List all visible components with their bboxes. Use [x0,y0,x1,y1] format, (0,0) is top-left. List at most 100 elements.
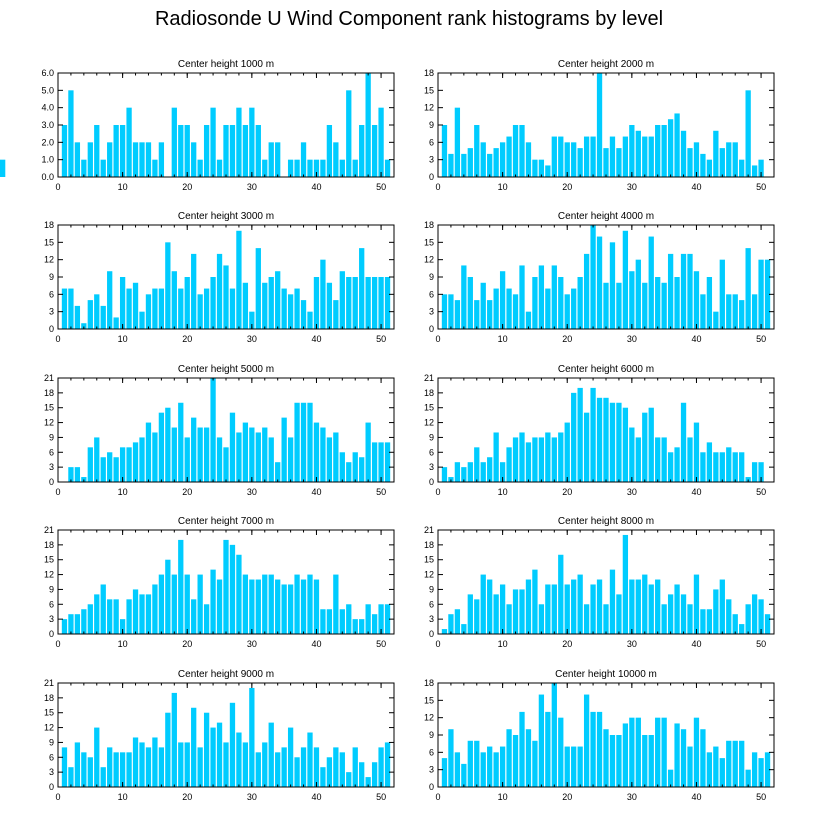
histogram-bar [300,300,307,329]
histogram-bar [519,711,525,787]
histogram-bar [132,442,139,482]
histogram-bar [448,729,454,787]
x-tick-label: 30 [247,334,257,344]
x-tick-label: 10 [498,334,508,344]
histogram-bar [107,271,113,329]
histogram-bar [577,574,583,634]
histogram-bar [538,437,545,482]
histogram-bar [551,265,557,329]
histogram-bar [287,437,294,482]
histogram-bar [590,711,596,787]
histogram-bar [158,142,165,177]
histogram-bar [538,694,545,787]
histogram-bar [622,136,629,177]
histogram-bar [745,248,751,329]
histogram-bar [532,277,538,329]
y-tick-label: 3 [429,155,434,165]
histogram-bar [371,762,378,787]
histogram-bar [384,442,391,482]
histogram-bar [191,142,197,177]
histogram-bar [287,294,294,329]
histogram-bar [751,294,758,329]
y-tick-label: 9 [49,584,54,594]
histogram-bar [461,153,467,177]
histogram-bar [326,757,333,787]
main-title: Radiosonde U Wind Component rank histogr… [154,8,664,30]
histogram-bar [487,457,493,482]
x-tick-label: 40 [311,792,321,802]
histogram-bar [674,113,680,177]
histogram-bar [700,609,706,634]
histogram-bar [171,574,177,634]
histogram-bar [499,462,506,482]
histogram-bar [326,282,333,329]
histogram-bar [216,722,223,787]
y-tick-label: 9 [49,272,54,282]
histogram-bar [577,148,583,177]
histogram-bar [61,288,68,329]
histogram-bar [203,604,210,634]
histogram-bar [467,740,473,787]
histogram-bar [454,462,461,482]
histogram-bar [255,579,261,634]
histogram-bar [467,148,473,177]
y-tick-label: 12 [424,418,434,428]
histogram-bar [210,107,216,177]
histogram-bar [132,589,139,634]
histogram-bar [113,457,119,482]
histogram-bar [139,594,145,634]
histogram-bar [152,737,158,787]
histogram-bar [642,136,648,177]
histogram-bar [294,574,300,634]
histogram-bar [255,432,261,482]
histogram-bar [558,554,564,634]
x-tick-label: 30 [247,182,257,192]
histogram-bar [81,752,87,787]
y-tick-label: 21 [44,525,54,535]
histogram-bar [184,437,190,482]
histogram-bar [262,159,268,177]
y-tick-label: 18 [44,693,54,703]
histogram-bar [558,717,564,787]
histogram-bar [474,599,480,634]
y-tick-label: 3 [49,462,54,472]
histogram-bar [281,288,287,329]
histogram-bar [300,402,307,482]
histogram-bar [764,614,771,634]
y-tick-label: 3 [429,307,434,317]
histogram-bar [113,752,119,787]
histogram-bar [726,740,732,787]
histogram-bar [249,687,255,787]
histogram-bar [487,746,493,787]
histogram-bar [706,609,713,634]
y-tick-label: 6 [429,447,434,457]
histogram-bar [229,125,236,177]
histogram-bar [255,125,261,177]
histogram-bar [635,130,641,177]
panel-title: Center height 2000 m [558,59,654,70]
y-tick-label: 0 [49,782,54,792]
x-tick-label: 30 [627,639,637,649]
y-tick-label: 12 [44,723,54,733]
histogram-bar [454,300,461,329]
histogram-bar [352,159,358,177]
histogram-bar [616,735,622,787]
histogram-bar [352,452,358,482]
histogram-bar [307,311,313,329]
histogram-bar [178,125,184,177]
y-tick-label: 6 [49,599,54,609]
panel-title: Center height 8000 m [558,516,654,527]
histogram-bar [249,107,255,177]
y-tick-label: 0 [429,629,434,639]
panel-title: Center height 1000 m [178,59,274,70]
histogram-bar [616,402,622,482]
histogram-bar [571,392,577,482]
histogram-bar [113,125,119,177]
histogram-bar [706,277,713,329]
histogram-bar [223,447,229,482]
histogram-bar [751,462,758,482]
histogram-bar [275,579,281,634]
histogram-bar [178,742,184,787]
histogram-bar [152,288,158,329]
x-tick-label: 30 [247,639,257,649]
